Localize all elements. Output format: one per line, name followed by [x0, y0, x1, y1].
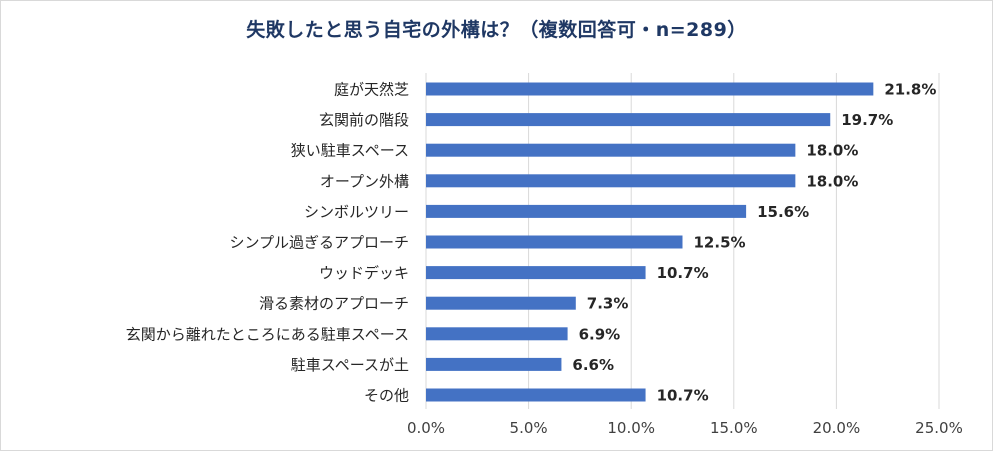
x-tick-label: 15.0% — [710, 419, 758, 437]
x-tick-label: 25.0% — [915, 419, 963, 437]
bar — [426, 82, 874, 96]
data-label: 12.5% — [694, 234, 746, 252]
data-label: 19.7% — [841, 111, 893, 129]
bar — [426, 357, 562, 371]
category-label: オープン外構 — [320, 172, 409, 190]
category-label: 庭が天然芝 — [334, 81, 409, 99]
data-label: 18.0% — [806, 172, 858, 190]
bar — [426, 296, 576, 310]
category-label: 玄関前の階段 — [319, 111, 409, 129]
category-label: 狭い駐車スペース — [291, 142, 409, 160]
chart-title: 失敗したと思う自宅の外構は？（複数回答可・n=289） — [246, 19, 747, 41]
bar — [426, 327, 568, 341]
x-tick-label: 10.0% — [607, 419, 655, 437]
bar — [426, 388, 646, 402]
data-label: 6.9% — [579, 325, 621, 343]
data-label: 10.7% — [657, 264, 709, 282]
data-label: 7.3% — [587, 295, 629, 313]
data-label: 15.6% — [757, 203, 809, 221]
bar — [426, 113, 831, 127]
bar — [426, 143, 796, 157]
category-label: その他 — [364, 387, 409, 405]
category-label: シンプル過ぎるアプローチ — [229, 234, 409, 252]
x-tick-label: 20.0% — [813, 419, 861, 437]
category-label: 駐車スペースが土 — [291, 356, 409, 374]
category-label: 玄関から離れたところにある駐車スペース — [126, 325, 409, 343]
category-label: シンボルツリー — [304, 203, 409, 221]
bar — [426, 204, 747, 218]
x-tick-label: 5.0% — [510, 419, 548, 437]
bar — [426, 266, 646, 280]
x-tick-label: 0.0% — [407, 419, 445, 437]
bar — [426, 174, 796, 188]
data-label: 21.8% — [884, 81, 936, 99]
bar — [426, 235, 683, 249]
category-label: ウッドデッキ — [319, 264, 409, 282]
data-label: 6.6% — [572, 356, 614, 374]
data-label: 18.0% — [806, 142, 858, 160]
data-label: 10.7% — [657, 387, 709, 405]
category-label: 滑る素材のアプローチ — [259, 295, 409, 313]
